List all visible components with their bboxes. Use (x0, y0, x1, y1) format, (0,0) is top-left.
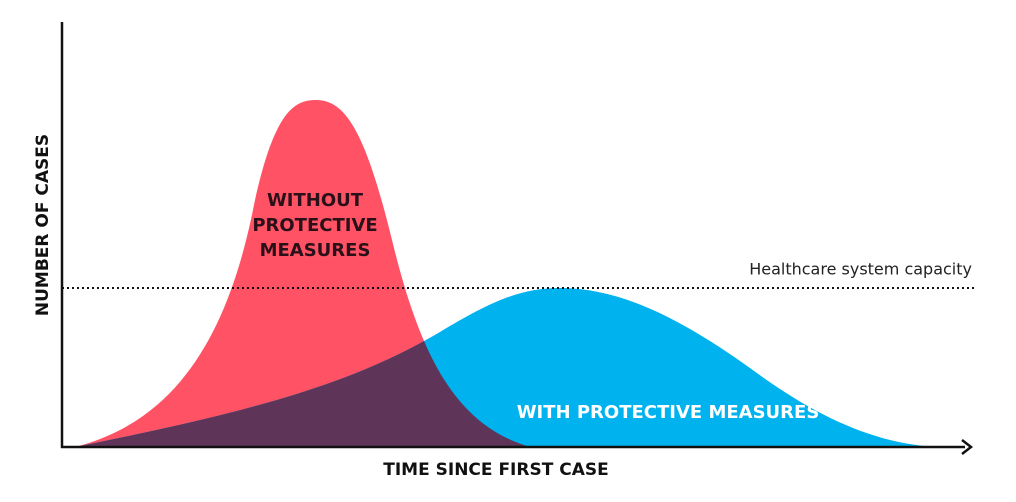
curve-overlap (75, 288, 530, 447)
curve-label: MEASURES (260, 240, 371, 261)
x-axis-label: TIME SINCE FIRST CASE (383, 460, 608, 480)
curve-label: WITHOUT (267, 190, 364, 211)
curve-label: WITH PROTECTIVE MEASURES (517, 402, 820, 423)
capacity-label: Healthcare system capacity (749, 260, 972, 279)
curve-label: PROTECTIVE (252, 215, 377, 236)
x-axis-arrow (961, 439, 974, 455)
y-axis-label: NUMBER OF CASES (33, 134, 53, 316)
